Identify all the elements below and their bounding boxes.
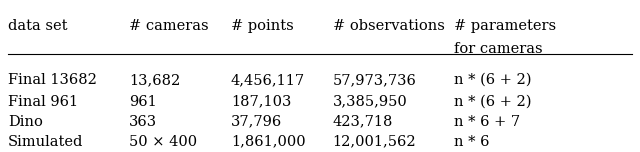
Text: 961: 961	[129, 95, 157, 109]
Text: 4,456,117: 4,456,117	[231, 73, 305, 87]
Text: data set: data set	[8, 19, 67, 33]
Text: 57,973,736: 57,973,736	[333, 73, 417, 87]
Text: Final 13682: Final 13682	[8, 73, 97, 87]
Text: 50 × 400: 50 × 400	[129, 135, 197, 149]
Text: Simulated: Simulated	[8, 135, 83, 149]
Text: 13,682: 13,682	[129, 73, 180, 87]
Text: n * (6 + 2): n * (6 + 2)	[454, 73, 531, 87]
Text: 423,718: 423,718	[333, 115, 393, 129]
Text: # parameters: # parameters	[454, 19, 556, 33]
Text: Final 961: Final 961	[8, 95, 78, 109]
Text: 187,103: 187,103	[231, 95, 291, 109]
Text: 1,861,000: 1,861,000	[231, 135, 305, 149]
Text: # observations: # observations	[333, 19, 445, 33]
Text: for cameras: for cameras	[454, 41, 543, 55]
Text: 3,385,950: 3,385,950	[333, 95, 408, 109]
Text: # points: # points	[231, 19, 294, 33]
Text: n * 6 + 7: n * 6 + 7	[454, 115, 520, 129]
Text: n * 6: n * 6	[454, 135, 490, 149]
Text: # cameras: # cameras	[129, 19, 209, 33]
Text: 37,796: 37,796	[231, 115, 282, 129]
Text: 363: 363	[129, 115, 157, 129]
Text: 12,001,562: 12,001,562	[333, 135, 417, 149]
Text: Dino: Dino	[8, 115, 43, 129]
Text: n * (6 + 2): n * (6 + 2)	[454, 95, 531, 109]
